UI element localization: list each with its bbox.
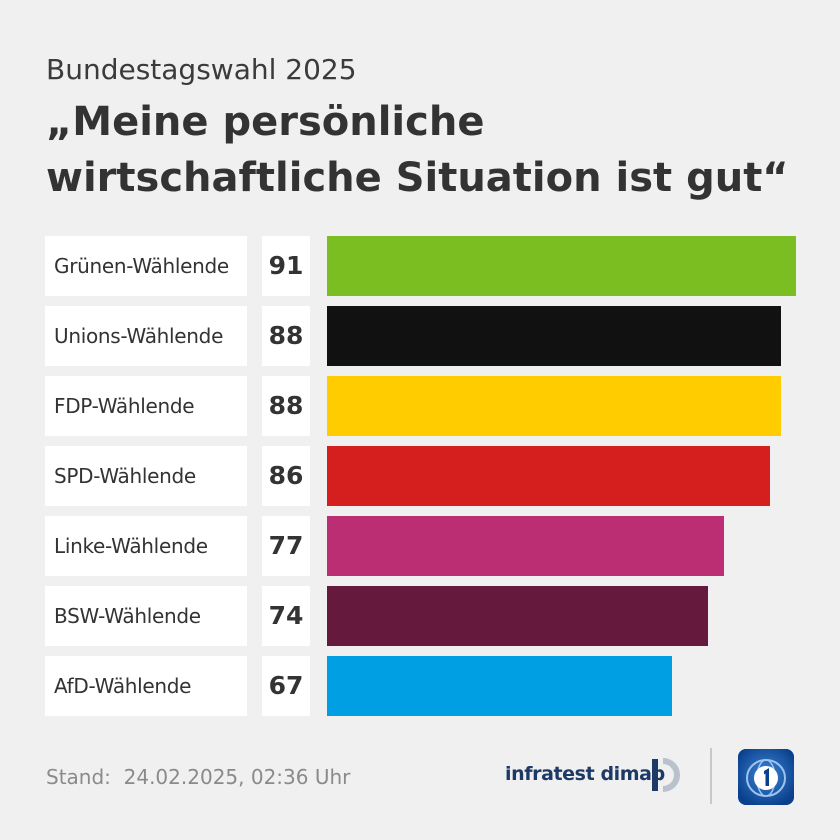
value-label-box (262, 516, 310, 576)
bar (327, 586, 708, 646)
stand-label: Stand: (46, 765, 111, 789)
category-label: FDP-Wählende (54, 394, 195, 418)
category-label: AfD-Wählende (54, 674, 192, 698)
category-label-box (45, 586, 247, 646)
bar (327, 656, 672, 716)
bar (327, 236, 796, 296)
chart-title: „Meine persönliche wirtschaftliche Situa… (46, 99, 789, 201)
tagesschau-logo-icon (738, 749, 794, 805)
category-label-box (45, 516, 247, 576)
value-label-box (262, 306, 310, 366)
value-label-box (262, 586, 310, 646)
value-label: 88 (268, 391, 304, 420)
category-label-box (45, 236, 247, 296)
infratest-dimap-logo-icon (652, 758, 680, 792)
category-label-box (45, 306, 247, 366)
category-label-box (45, 656, 247, 716)
bar (327, 306, 781, 366)
value-label: 91 (268, 251, 304, 280)
category-label: SPD-Wählende (54, 464, 196, 488)
bar (327, 446, 770, 506)
value-label: 67 (268, 671, 304, 700)
category-label: BSW-Wählende (54, 604, 201, 628)
bar (327, 516, 724, 576)
value-label: 88 (268, 321, 304, 350)
value-label: 77 (268, 531, 304, 560)
category-label: Grünen-Wählende (54, 254, 229, 278)
value-label: 74 (268, 601, 304, 630)
stand-value: 24.02.2025, 02:36 Uhr (123, 765, 351, 789)
value-label-box (262, 446, 310, 506)
value-label-box (262, 236, 310, 296)
chart-subtitle: Bundestagswahl 2025 (46, 53, 357, 86)
category-label-box (45, 376, 247, 436)
category-label: Linke-Wählende (54, 534, 208, 558)
value-label-box (262, 656, 310, 716)
value-label-box (262, 376, 310, 436)
category-label: Unions-Wählende (54, 324, 224, 348)
category-label-box (45, 446, 247, 506)
bar (327, 376, 781, 436)
footer-divider (710, 748, 712, 804)
value-label: 86 (268, 461, 304, 490)
stand-timestamp: Stand: 24.02.2025, 02:36 Uhr (46, 763, 350, 791)
infratest-dimap-brand: infratest dimap (505, 763, 665, 785)
